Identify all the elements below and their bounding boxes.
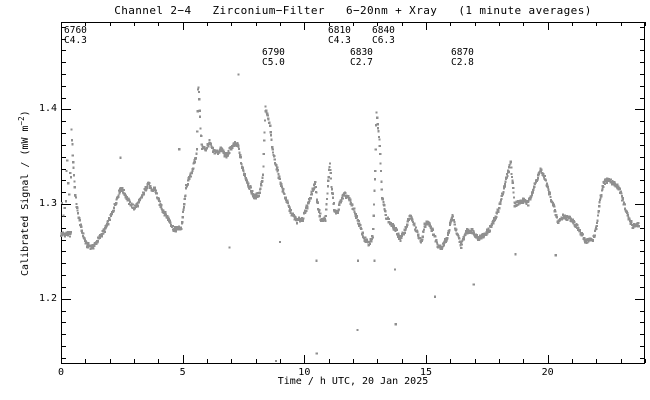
flare-annotation-6840: 6840 C6.3 bbox=[372, 25, 395, 46]
x-axis-label: Time / h UTC, 20 Jan 2025 bbox=[277, 376, 429, 387]
flare-annotation-6830: 6830 C2.7 bbox=[350, 47, 373, 68]
x-tick-label: 20 bbox=[541, 367, 554, 378]
y-tick-label: 1.4 bbox=[38, 103, 57, 115]
y-tick-label: 1.2 bbox=[38, 292, 57, 304]
x-tick-label: 15 bbox=[419, 367, 433, 378]
flare-annotation-6870: 6870 C2.8 bbox=[451, 47, 474, 68]
x-tick-label: 5 bbox=[179, 367, 186, 378]
y-axis-label-text: Calibrated Signal / (mW m bbox=[20, 125, 32, 276]
data-points bbox=[59, 73, 640, 363]
x-tick-label: 10 bbox=[298, 367, 311, 378]
y-axis-label-exponent: −2 bbox=[16, 116, 26, 126]
y-axis-label: Calibrated Signal / (mW m−2) bbox=[17, 23, 31, 363]
y-tick-label: 1.3 bbox=[38, 198, 57, 210]
y-axis-label-close: ) bbox=[20, 110, 32, 117]
chart-title: Channel 2−4 Zirconium−Filter 6−20nm + Xr… bbox=[114, 4, 592, 17]
flare-annotation-6790: 6790 C5.0 bbox=[262, 47, 285, 68]
axes-frame bbox=[61, 22, 646, 364]
flare-annotation-6810: 6810 C4.3 bbox=[328, 25, 351, 46]
x-tick-label: 0 bbox=[57, 367, 65, 378]
flare-annotation-6760: 6760 C4.3 bbox=[64, 25, 87, 46]
